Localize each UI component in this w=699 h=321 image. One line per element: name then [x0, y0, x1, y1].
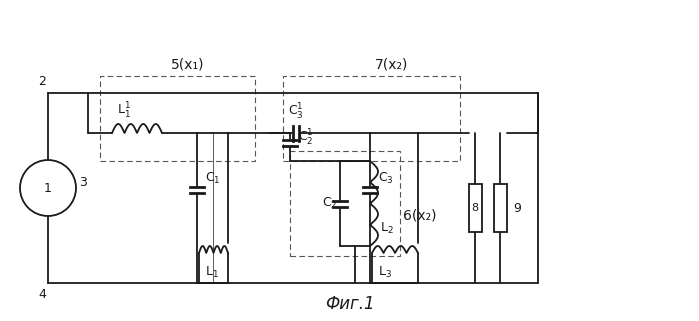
Text: $\mathrm{C_1}$: $\mathrm{C_1}$ — [205, 170, 221, 186]
Text: $\mathrm{C_3}$: $\mathrm{C_3}$ — [378, 170, 394, 186]
Text: $\mathrm{C_3^1}$: $\mathrm{C_3^1}$ — [288, 102, 304, 122]
Text: 2: 2 — [38, 75, 46, 88]
Bar — [468, 184, 482, 232]
Text: $\mathrm{L_1}$: $\mathrm{L_1}$ — [205, 265, 219, 280]
Text: $\mathrm{L_1^1}$: $\mathrm{L_1^1}$ — [117, 101, 131, 121]
Bar — [100, 76, 255, 161]
Text: 4: 4 — [38, 288, 46, 301]
Text: 5(x₁): 5(x₁) — [171, 58, 204, 72]
Text: 3: 3 — [79, 177, 87, 189]
Text: $\mathrm{C_2^1}$: $\mathrm{C_2^1}$ — [298, 128, 314, 148]
Text: 6(x₂): 6(x₂) — [403, 209, 436, 222]
Bar — [493, 184, 507, 232]
Text: 7(x₂): 7(x₂) — [375, 58, 408, 72]
Text: $\mathrm{L_2}$: $\mathrm{L_2}$ — [380, 221, 394, 236]
Text: 8: 8 — [471, 203, 479, 213]
Text: 1: 1 — [44, 181, 52, 195]
Bar — [290, 151, 400, 256]
Text: $\mathrm{L_3}$: $\mathrm{L_3}$ — [378, 265, 392, 280]
Text: $\mathrm{C_2}$: $\mathrm{C_2}$ — [322, 196, 338, 211]
Text: 9: 9 — [513, 202, 521, 214]
Text: Фиг.1: Фиг.1 — [325, 295, 375, 313]
Bar — [283, 76, 460, 161]
